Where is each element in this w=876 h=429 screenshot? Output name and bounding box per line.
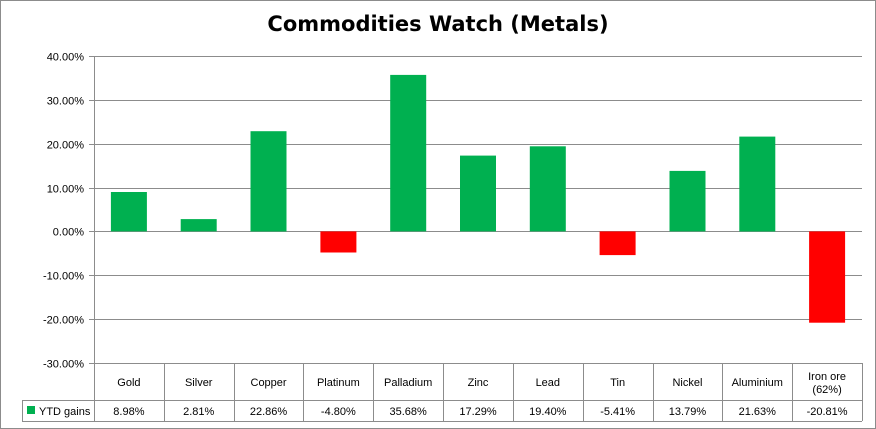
data-label: 2.81%	[183, 406, 214, 418]
y-tick-label: -10.00%	[43, 271, 84, 283]
category-label: Copper	[251, 377, 287, 389]
y-tick-label: -30.00%	[43, 359, 84, 371]
bar-zinc	[460, 155, 496, 232]
bar-platinum	[320, 231, 357, 253]
data-label: 17.29%	[459, 406, 497, 418]
y-tick-label: 40.00%	[47, 52, 85, 64]
bar-nickel	[669, 170, 706, 232]
data-label: 8.98%	[113, 406, 144, 418]
data-label: -20.81%	[807, 406, 848, 418]
data-label: -4.80%	[321, 406, 356, 418]
category-label: Gold	[117, 377, 140, 389]
data-table: Gold Silver Copper Platinum Palladium Zinc Lea…	[22, 363, 863, 422]
bar-aluminium	[739, 136, 776, 232]
y-tick-label: -20.00%	[43, 315, 84, 327]
y-tick-label: 20.00%	[47, 140, 85, 152]
category-label: Iron ore (62%)	[808, 371, 846, 396]
bar-tin	[599, 231, 636, 256]
bar-copper	[250, 131, 287, 232]
category-label: Lead	[536, 377, 560, 389]
y-tick-label: 10.00%	[47, 184, 85, 196]
data-label: 21.63%	[739, 406, 777, 418]
category-label: Silver	[185, 377, 213, 389]
data-label: 22.86%	[250, 406, 288, 418]
category-label: Nickel	[672, 377, 702, 389]
chart-title: Commodities Watch (Metals)	[267, 12, 609, 36]
bar-palladium	[390, 74, 427, 232]
gridlines	[89, 56, 862, 421]
y-tick-label: 30.00%	[47, 96, 85, 108]
y-axis-ticks: 40.00% 30.00% 20.00% 10.00% 0.00% -10.00% -20.…	[43, 52, 84, 371]
data-label: -5.41%	[600, 406, 635, 418]
bar-gold	[110, 192, 147, 232]
series-name: YTD gains	[39, 406, 91, 418]
category-label: Aluminium	[732, 377, 783, 389]
category-label: Platinum	[317, 377, 360, 389]
bars	[110, 74, 846, 323]
data-label: 19.40%	[529, 406, 567, 418]
category-label: Palladium	[384, 377, 432, 389]
y-tick-label: 0.00%	[53, 227, 84, 239]
bar-silver	[180, 219, 217, 232]
legend-key	[27, 406, 35, 414]
bar-lead	[529, 146, 566, 232]
bar-iron-ore-62	[809, 231, 846, 323]
data-label: 35.68%	[390, 406, 428, 418]
category-label: Tin	[610, 377, 625, 389]
category-label: Zinc	[468, 377, 489, 389]
data-label: 13.79%	[669, 406, 707, 418]
